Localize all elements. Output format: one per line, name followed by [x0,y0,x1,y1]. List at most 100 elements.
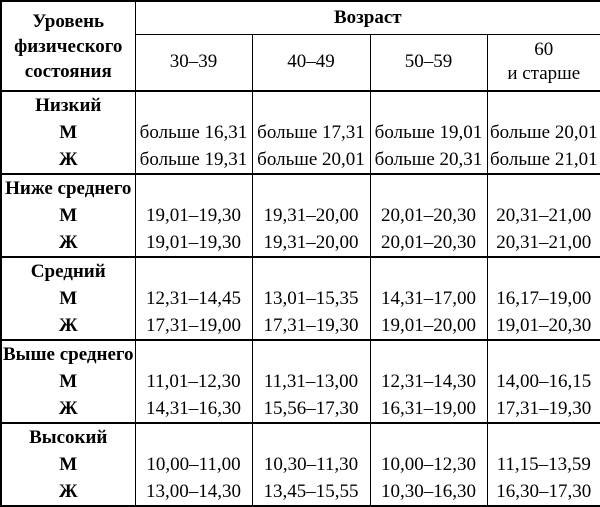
age-group-title: Возраст [333,6,402,28]
header-cell-age-30-39: 30–39 [134,33,253,92]
spacer-line [253,424,370,451]
spacer-line [136,424,252,451]
header-cell-age-50-59: 50–59 [369,33,488,92]
level-cell: Средний М Ж [0,256,136,341]
female-value: больше 21,01 [489,149,598,170]
spacer-line [136,341,252,368]
male-value: 19,31–20,00 [263,205,359,226]
header-cell-age-title: Возраст [134,0,600,35]
age-column-label: 40–49 [287,51,335,73]
male-row-label: М [59,205,78,226]
spacer-line [488,424,600,451]
male-value: 14,31–17,00 [381,288,476,309]
spacer-line [488,92,600,119]
male-value: 11,15–13,59 [496,454,591,475]
age-column-label-line1: 60 [534,39,554,61]
male-row-label: М [59,122,78,143]
female-value: 17,31–19,30 [496,398,592,419]
table-cell: больше 20,01 больше 21,01 [486,90,600,175]
table-cell: 19,01–19,30 19,01–19,30 [134,173,253,258]
table-cell: 11,15–13,59 16,30–17,30 [486,422,600,507]
age-column-label-line2: и старше [507,63,581,85]
male-value: 20,01–20,30 [381,205,476,226]
spacer-line [136,258,252,285]
spacer-line [371,341,487,368]
female-row-label: Ж [58,149,78,170]
female-value: 16,30–17,30 [496,481,592,502]
male-value: 10,30–11,30 [263,454,359,475]
female-value: больше 19,31 [139,149,248,170]
table-cell: 20,01–20,30 20,01–20,30 [369,173,488,258]
female-row-label: Ж [58,315,78,336]
spacer-line [253,258,370,285]
male-row-label: М [59,371,78,392]
female-value: 19,01–19,30 [146,232,241,253]
female-row-label: Ж [58,481,78,502]
header-cell-age-40-49: 40–49 [251,33,371,92]
female-row-label: Ж [58,398,78,419]
level-cell: Высокий М Ж [0,422,136,507]
spacer-line [253,175,370,202]
table-header-row-top: Уровень физического состояния Возраст [0,0,600,92]
table-cell: 12,31–14,30 16,31–19,00 [369,339,488,424]
table-cell: 13,01–15,35 17,31–19,30 [251,256,371,341]
table-cell: больше 19,01 больше 20,31 [369,90,488,175]
female-value: 17,31–19,00 [146,315,241,336]
female-value: 20,01–20,30 [381,232,476,253]
header-cell-level: Уровень физического состояния [0,0,136,92]
level-name: Низкий [35,95,102,116]
spacer-line [488,175,600,202]
spacer-line [371,92,487,119]
female-value: 17,31–19,30 [263,315,359,336]
table-cell: 19,31–20,00 19,31–20,00 [251,173,371,258]
male-row-label: М [59,288,78,309]
male-value: 10,00–11,00 [146,454,241,475]
age-column-label: 50–59 [404,51,453,73]
female-value: 13,00–14,30 [146,481,241,502]
female-value: 19,01–20,00 [381,315,476,336]
male-value: 19,01–19,30 [146,205,241,226]
spacer-line [136,175,252,202]
female-value: 14,31–16,30 [146,398,241,419]
header-level-line2: физического [14,35,123,57]
table-cell: 14,31–17,00 19,01–20,00 [369,256,488,341]
female-value: 13,45–15,55 [263,481,359,502]
level-cell: Выше среднего М Ж [0,339,136,424]
spacer-line [488,258,600,285]
level-name: Средний [30,261,106,282]
female-value: больше 20,31 [374,149,483,170]
level-name: Выше среднего [2,344,134,365]
female-value: 20,31–21,00 [496,232,592,253]
spacer-line [253,92,370,119]
table-cell: 10,00–11,00 13,00–14,30 [134,422,253,507]
table-cell: 10,30–11,30 13,45–15,55 [251,422,371,507]
age-column-label: 30–39 [169,51,218,73]
header-level-line3: состояния [24,60,112,82]
level-name: Ниже среднего [5,178,132,199]
table-header-row-ages: 30–39 40–49 50–59 60 и старше [1,33,600,92]
level-name: Высокий [29,427,108,448]
male-row-label: М [59,454,78,475]
table-row-group-below-average: Ниже среднего М Ж 19,01–19,30 19,01–19,3… [0,173,600,258]
male-value: больше 16,31 [139,122,248,143]
header-cell-age-60-plus: 60 и старше [486,33,600,92]
spacer-line [371,175,487,202]
level-cell: Ниже среднего М Ж [0,173,136,258]
table-cell: 11,01–12,30 14,31–16,30 [134,339,253,424]
table-cell: 11,31–13,00 15,56–17,30 [251,339,371,424]
male-value: больше 17,31 [257,122,365,143]
spacer-line [488,341,600,368]
spacer-line [371,258,487,285]
table-row-group-average: Средний М Ж 12,31–14,45 17,31–19,00 13,0… [0,256,600,341]
male-value: 12,31–14,30 [381,371,476,392]
male-value: 11,01–12,30 [146,371,241,392]
male-value: 20,31–21,00 [496,205,592,226]
female-value: 19,01–20,30 [496,315,592,336]
female-value: 16,31–19,00 [381,398,476,419]
female-value: больше 20,01 [257,149,365,170]
male-value: 11,31–13,00 [263,371,359,392]
table-cell: 10,00–12,30 10,30–16,30 [369,422,488,507]
female-value: 19,31–20,00 [263,232,359,253]
male-value: 10,00–12,30 [381,454,476,475]
male-value: 12,31–14,45 [146,288,241,309]
